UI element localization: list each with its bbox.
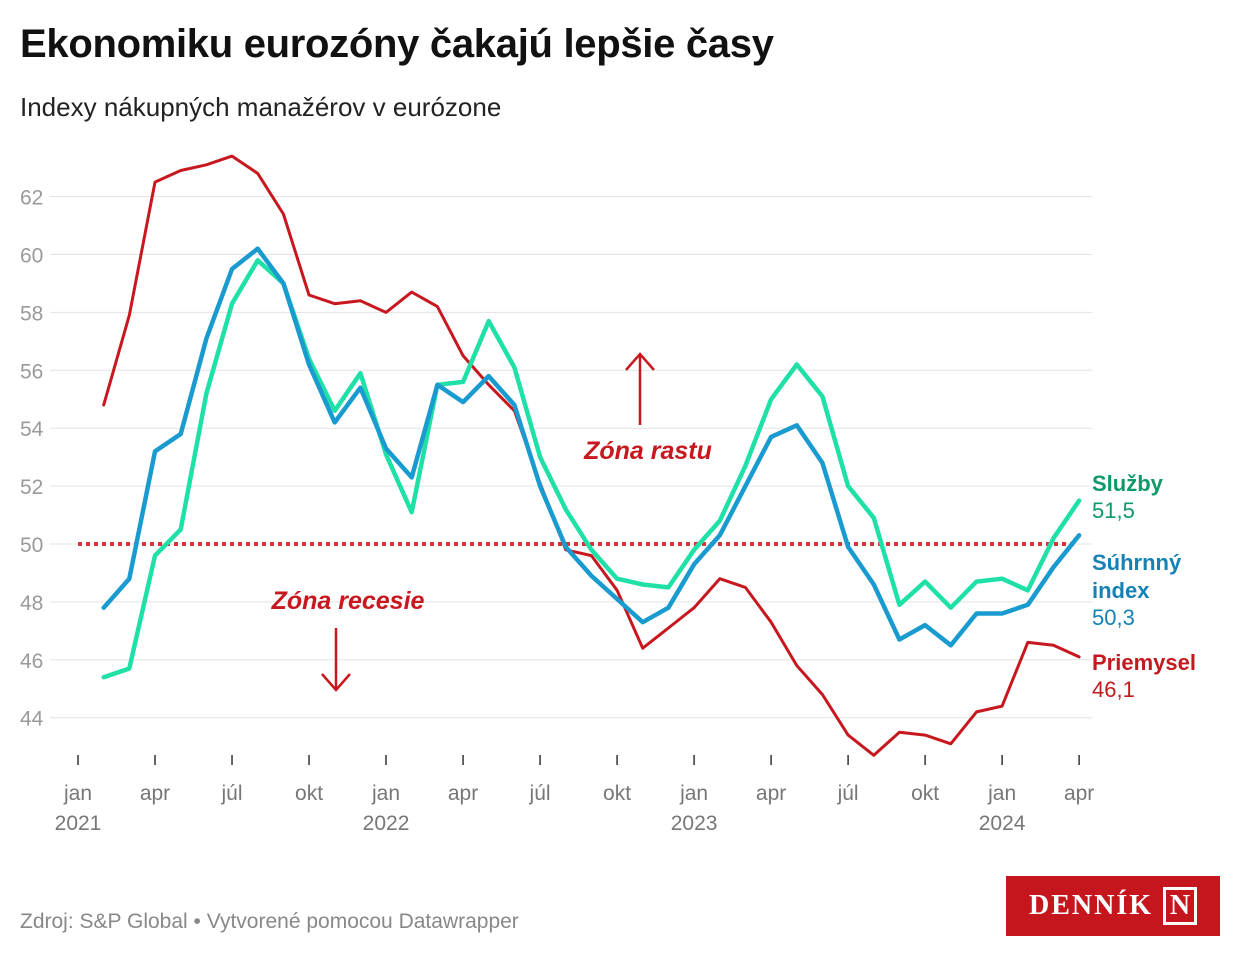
y-tick-label: 46 [20,650,43,673]
line-chart: 44 46 48 50 52 54 56 58 60 62 jan 2021 apr júl okt jan 2… [20,154,1196,835]
series-label: Súhrnný [1092,550,1182,575]
series-label: index [1092,578,1150,603]
x-tick-label: apr [140,782,170,805]
subtitle: Indexy nákupných manažérov v eurózone [20,92,502,122]
series-label: Služby [1092,471,1164,496]
x-tick-label: okt [911,782,939,805]
series-label: Priemysel [1092,650,1196,675]
footer: Zdroj: S&P Global • Vytvorené pomocou Da… [20,910,519,934]
y-tick-label: 60 [20,245,43,268]
x-tick-label: júl [837,782,859,805]
x-tick-label: apr [448,782,478,805]
y-tick-label: 50 [20,534,43,557]
y-tick-label: 62 [20,187,43,210]
arrow-up-icon [625,352,655,425]
x-tick-label: okt [603,782,631,805]
x-tick-label: júl [529,782,551,805]
y-tick-label: 52 [20,476,43,499]
annotation-growth-zone: Zóna rastu [583,437,712,465]
logo-text: DENNÍK [1028,890,1153,921]
page-title: Ekonomiku eurozóny čakajú lepšie časy [20,22,774,66]
series-last-value: 50,3 [1092,605,1135,630]
x-tick-label: apr [756,782,786,805]
dennik-n-logo[interactable]: DENNÍK N [1006,876,1220,936]
series-line-služby [101,258,1082,680]
x-tick-label: júl [221,782,243,805]
arrow-down-icon [321,628,351,692]
series-last-value: 46,1 [1092,677,1135,702]
x-tick-label: jan [679,782,708,805]
x-tick-label: jan [371,782,400,805]
x-year-label: 2022 [363,812,410,835]
x-year-label: 2023 [671,812,718,835]
series-line-súhrnný-index [101,246,1082,648]
x-tick-label: jan [63,782,92,805]
x-tick-label: apr [1064,782,1094,805]
footer-separator: • [187,910,207,933]
x-year-label: 2024 [979,812,1026,835]
series-last-value: 51,5 [1092,498,1135,523]
x-tick-label: okt [295,782,323,805]
y-tick-label: 56 [20,360,43,383]
y-tick-label: 58 [20,302,43,325]
source-text: Zdroj: S&P Global [20,910,188,933]
y-tick-label: 54 [20,418,44,441]
credit-link[interactable]: Vytvorené pomocou Datawrapper [206,910,519,933]
annotation-recession-zone: Zóna recesie [271,587,425,615]
logo-mark: N [1163,887,1197,925]
x-tick-label: jan [987,782,1016,805]
x-year-label: 2021 [55,812,102,835]
y-tick-label: 48 [20,592,43,615]
y-tick-label: 44 [20,708,44,731]
series-line-priemysel [102,154,1081,757]
